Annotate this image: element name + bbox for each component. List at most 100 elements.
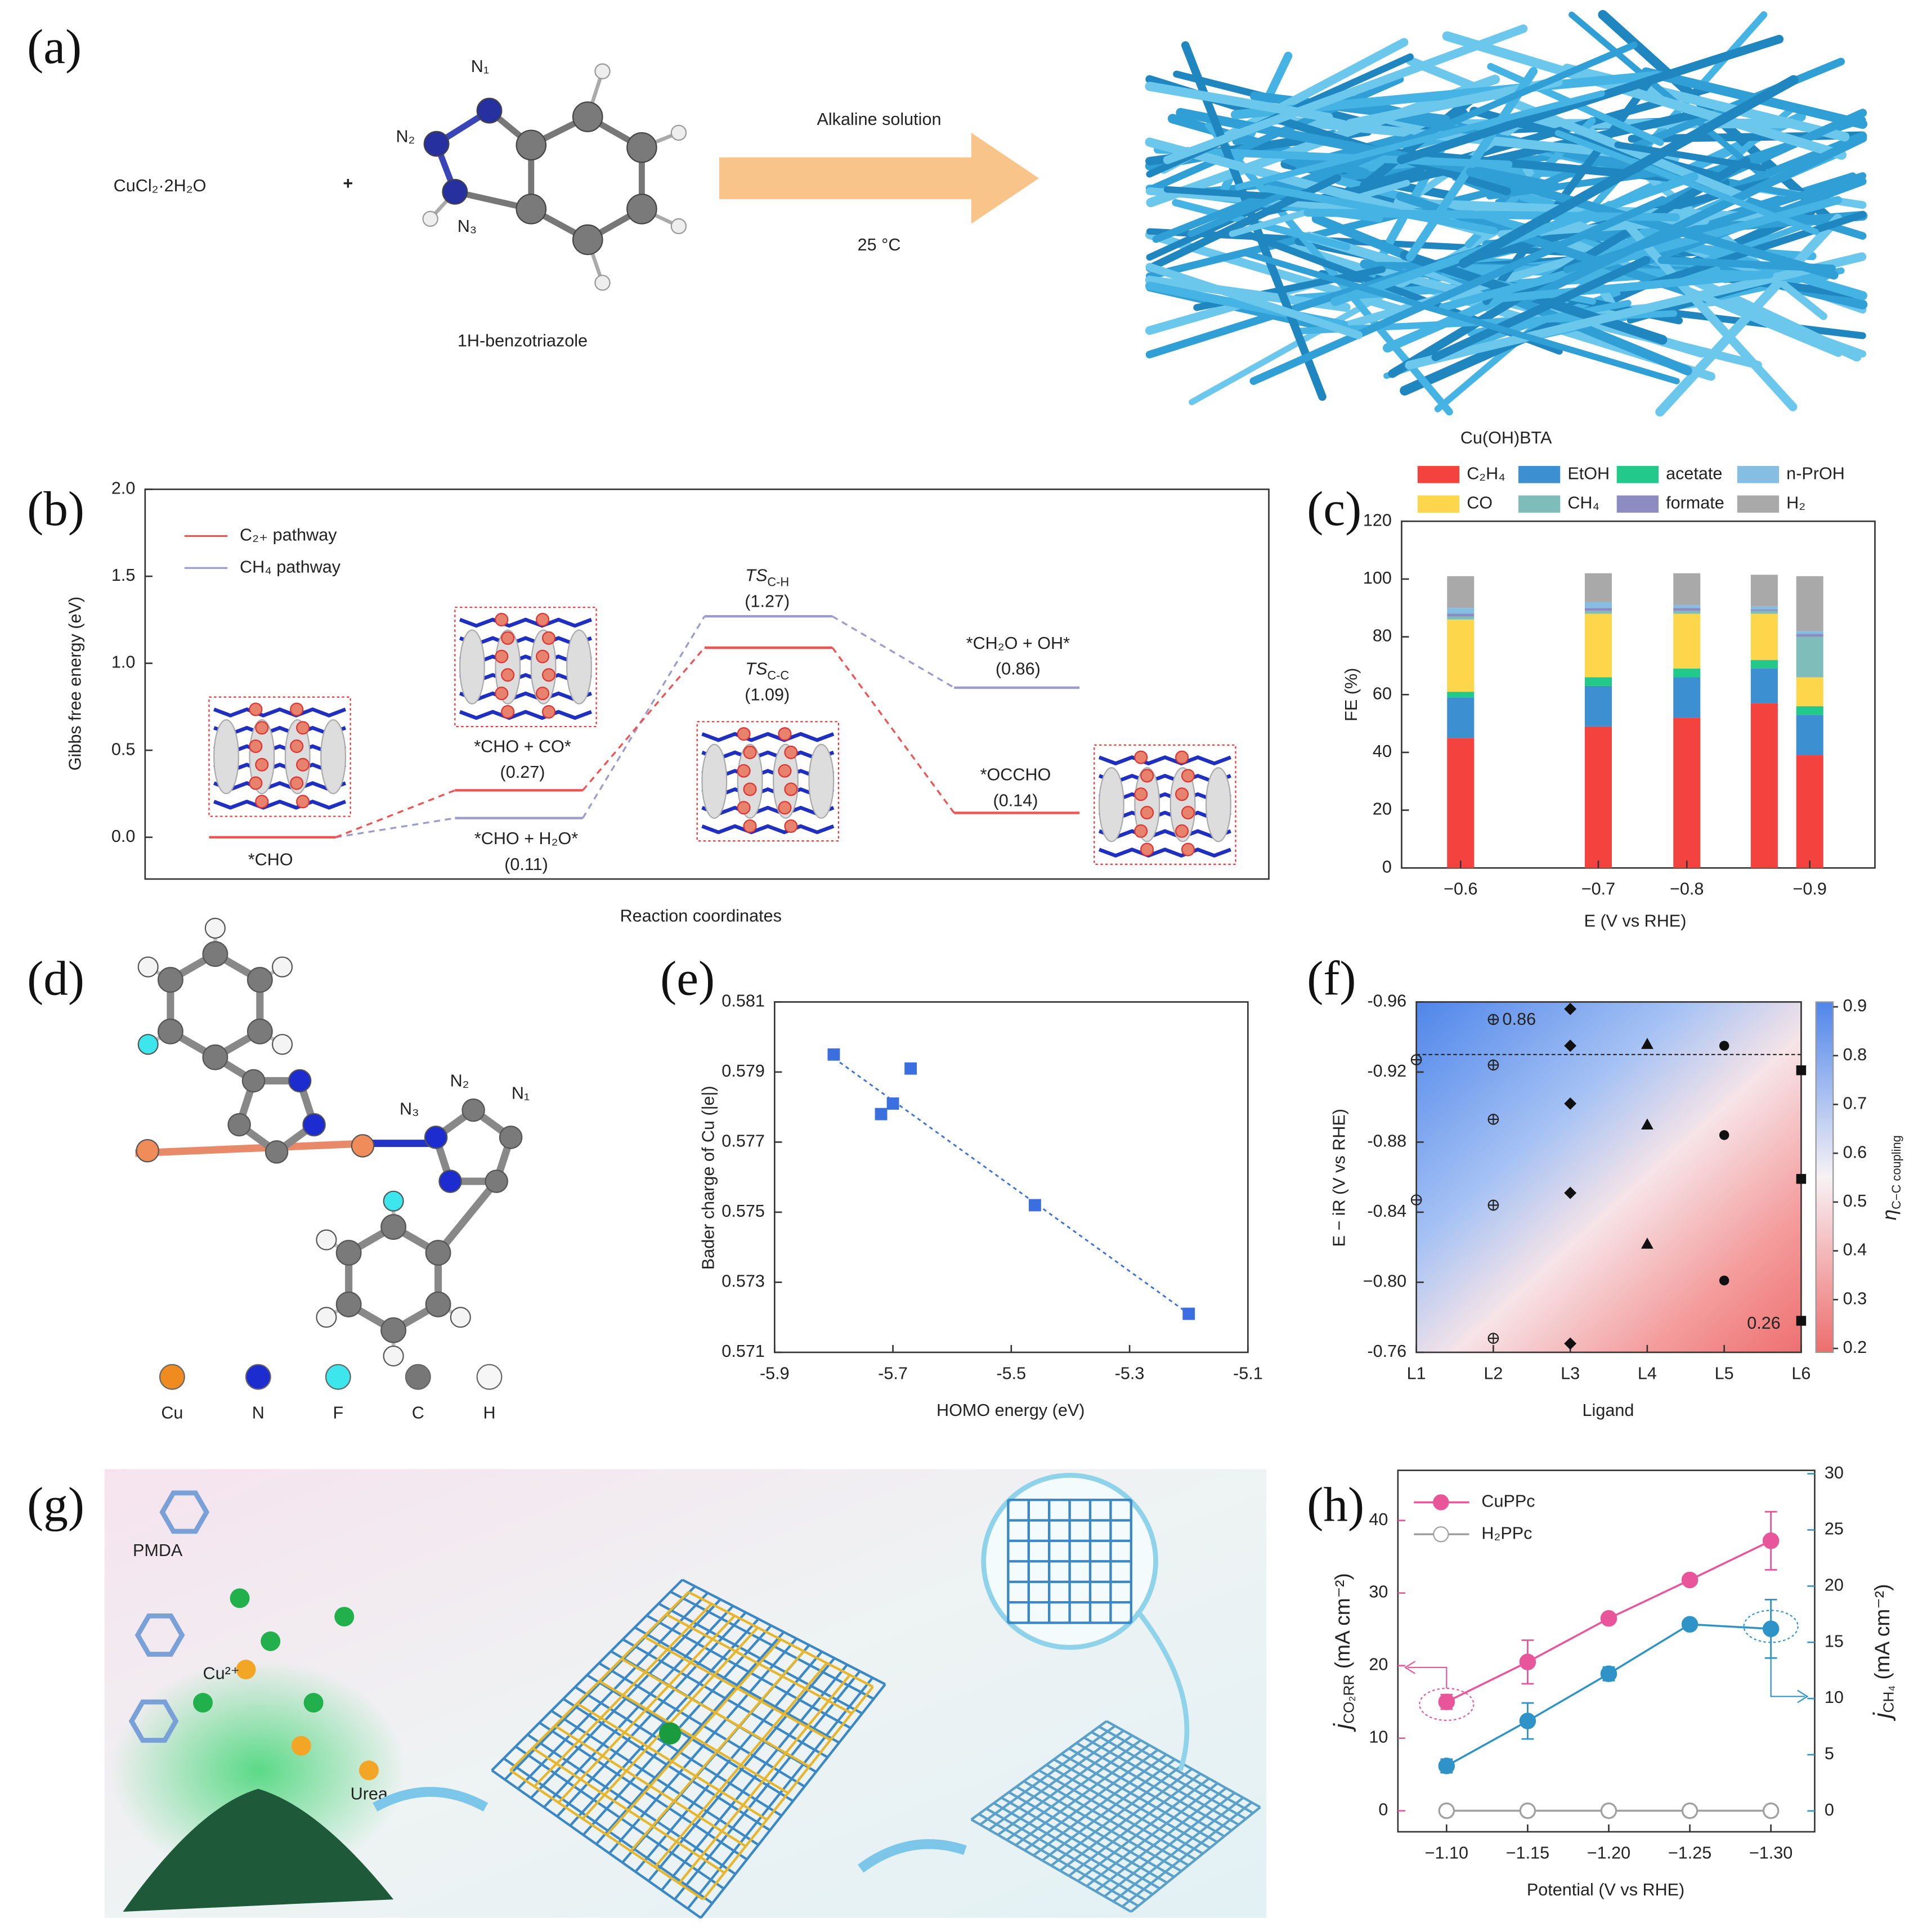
nanowire [1235, 90, 1605, 191]
bar-segment [1796, 755, 1823, 868]
nanowire [1249, 196, 1667, 385]
state-label-part: C-C [767, 668, 789, 682]
condition: Alkaline solution [817, 110, 942, 129]
legend-atom [405, 1364, 431, 1390]
legend-label: C₂H₄ [1467, 464, 1505, 483]
cu-atom [784, 745, 798, 759]
panel-label: (h) [1307, 1477, 1364, 1532]
framework-line [970, 1818, 1132, 1913]
nanowire [1163, 24, 1528, 164]
atom-label: N₂ [396, 127, 415, 146]
arrow [857, 1839, 967, 1873]
atom [380, 1214, 407, 1240]
nanowire [1229, 180, 1410, 237]
y-tick-label: 0.0 [111, 827, 136, 846]
bar-segment [1584, 611, 1612, 614]
x-tick-label: −1.30 [1749, 1843, 1792, 1862]
atom-label: N₂ [450, 1071, 469, 1090]
y-axis-label: jCO₂RR (mA cm⁻²) [1328, 1573, 1357, 1732]
cu-atom [495, 649, 509, 664]
x-tick-label: -5.9 [760, 1364, 790, 1383]
y-tick-label: 40 [1369, 1510, 1388, 1529]
legend-swatch [1737, 495, 1780, 513]
bar-segment [1447, 613, 1475, 617]
bar-segment [1584, 573, 1612, 602]
ring [213, 719, 239, 795]
atom [425, 1240, 451, 1266]
framework-line [678, 1674, 851, 1884]
framework-line [1130, 1806, 1261, 1913]
data-point [1410, 1194, 1422, 1205]
legend-swatch [1417, 465, 1460, 483]
ring [495, 629, 521, 705]
connector [831, 647, 955, 814]
ring [701, 743, 728, 819]
state-label-part: TS [745, 660, 768, 679]
ring [1134, 767, 1160, 842]
cu-atom [536, 687, 550, 701]
cu-atom [1134, 750, 1148, 764]
panel-label: (a) [27, 19, 82, 74]
data-point [1438, 1758, 1455, 1774]
y-tick-label: 0 [1378, 1800, 1388, 1819]
cu-atom [255, 721, 269, 735]
ring [1205, 767, 1231, 842]
contour-background [1416, 1002, 1802, 1352]
x-tick-label: −0.8 [1670, 880, 1704, 899]
atom [594, 63, 611, 79]
data-point [1762, 1620, 1780, 1638]
cu-ion [303, 1693, 324, 1713]
legend-label: H [483, 1403, 495, 1422]
marker [1719, 1041, 1729, 1051]
data-point [1641, 1238, 1653, 1249]
y-axis-label-part: CH₄ [1880, 1686, 1897, 1713]
label: Cu²⁺ [203, 1664, 240, 1683]
y-tick-label: 0.5 [111, 739, 136, 759]
x-axis-label: Reaction coordinates [620, 907, 782, 926]
data-point [1519, 1802, 1536, 1819]
marker [1796, 1316, 1807, 1326]
atom [461, 1098, 485, 1122]
y-axis-label-part: CO₂RR [1341, 1675, 1357, 1724]
bar-segment [1673, 613, 1701, 669]
catalyst-mound [123, 1788, 394, 1912]
data-point [1796, 1174, 1807, 1184]
data-point [1719, 1041, 1729, 1051]
callout [1419, 1687, 1475, 1721]
bar-segment [1447, 738, 1475, 868]
y-tick-label: 10 [1825, 1688, 1844, 1707]
cu-center [658, 1722, 682, 1745]
ring [1169, 767, 1196, 842]
y-axis-label-part: j [1868, 1712, 1895, 1721]
cu-atom [737, 727, 751, 741]
cu-atom [542, 668, 556, 682]
legend-label: acetate [1666, 464, 1722, 483]
connector [832, 615, 955, 689]
legend-swatch [1616, 495, 1659, 513]
data-point [1681, 1571, 1699, 1589]
cu-atom [296, 721, 310, 735]
legend-label: Cu [161, 1403, 183, 1422]
atom [516, 129, 547, 161]
cu-atom [495, 612, 509, 627]
marker [1796, 1174, 1807, 1184]
y-axis-label: jCH₄ (mA cm⁻²) [1868, 1584, 1897, 1721]
atom [383, 1190, 404, 1212]
data-point [1487, 1014, 1499, 1025]
x-tick-label: −0.9 [1793, 880, 1827, 899]
state-label-part: TS [745, 566, 768, 585]
panel-label: (d) [27, 951, 84, 1006]
atom [137, 1034, 159, 1055]
x-tick-label: -5.1 [1233, 1364, 1263, 1383]
legend-atom [325, 1364, 351, 1390]
data-point [1719, 1275, 1729, 1286]
nanowire [1605, 200, 1798, 411]
cu-atom [501, 668, 515, 682]
legend-label: n-PrOH [1786, 464, 1845, 483]
state-label: *CHO + H₂O* [474, 829, 578, 848]
atom [476, 97, 503, 124]
framework-line [554, 1724, 747, 1848]
y-tick-label: -0.96 [1367, 991, 1406, 1010]
bar-segment [1447, 692, 1475, 698]
y-tick-label: 0.571 [722, 1342, 765, 1361]
